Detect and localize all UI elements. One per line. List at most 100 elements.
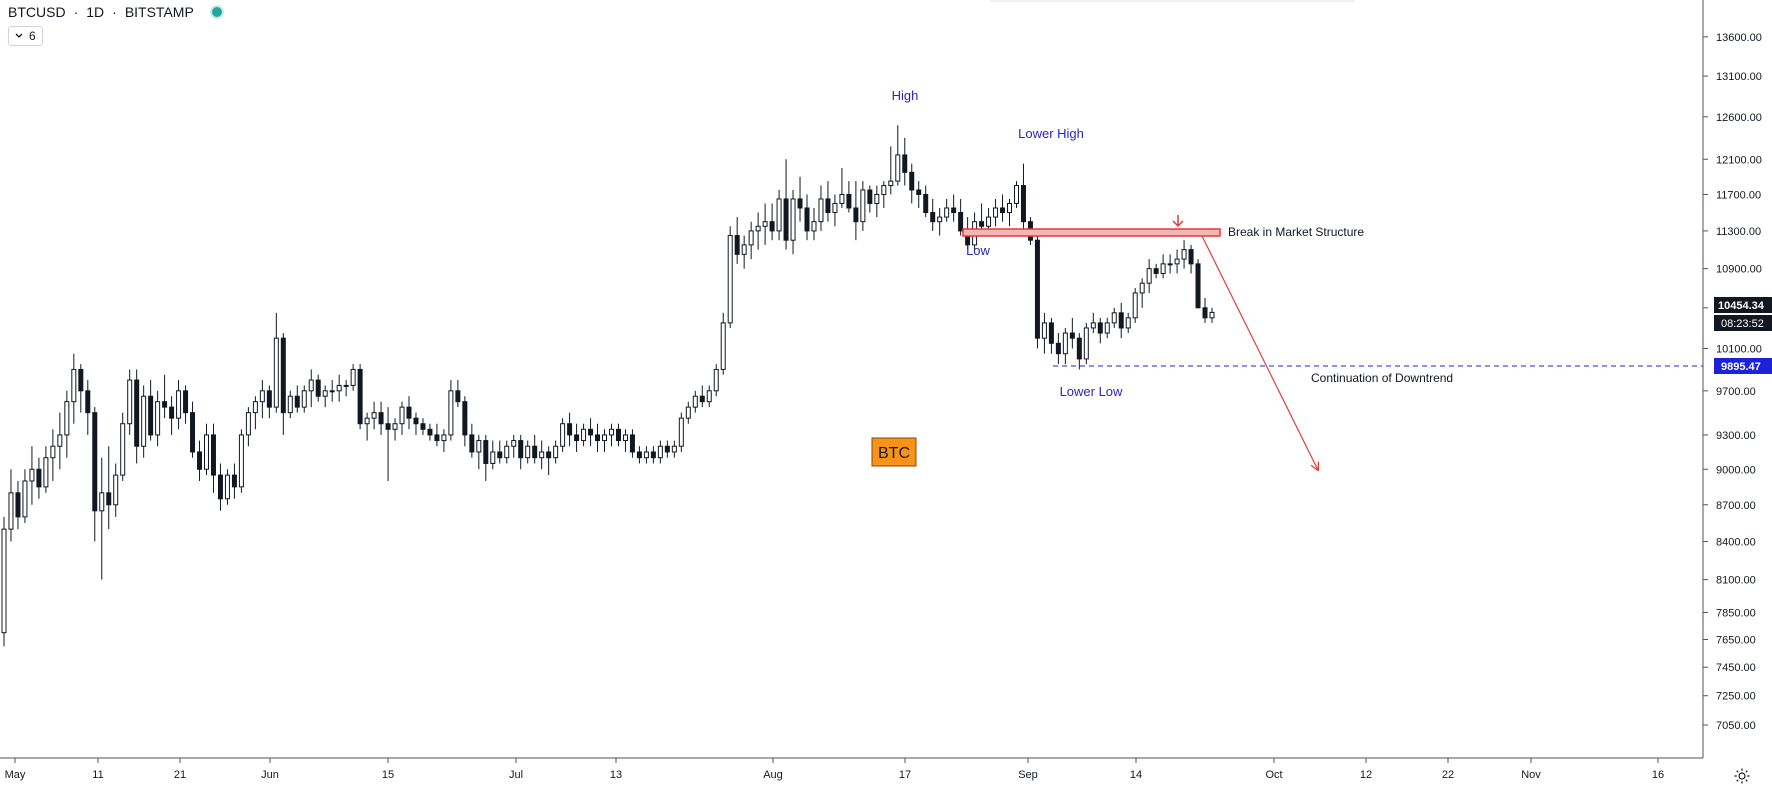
candle-up (581, 428, 587, 442)
candle-up (692, 395, 698, 408)
candle-up (1125, 317, 1131, 329)
candle-up (720, 322, 726, 370)
price-tick-label: 13100.00 (1716, 71, 1762, 83)
projection-arrow[interactable] (1201, 235, 1318, 470)
candle-up (1146, 268, 1152, 284)
candle-down (148, 395, 154, 436)
price-tick-label: 9000.00 (1716, 464, 1756, 476)
candle-down (357, 368, 363, 425)
level-price-value: 9895.47 (1721, 361, 1761, 373)
price-tick-label: 7450.00 (1716, 662, 1756, 674)
time-tick-label: 12 (1360, 769, 1372, 781)
price-tick-label: 9700.00 (1716, 386, 1756, 398)
break-structure-zone[interactable] (962, 228, 1221, 237)
candle-up (1104, 322, 1110, 334)
candle-down (1202, 307, 1208, 319)
last-price-value: 10454.34 (1718, 300, 1765, 312)
candle-up (322, 390, 328, 397)
candle-up (937, 216, 943, 223)
candle-up (245, 412, 251, 436)
candle-up (203, 434, 209, 470)
candle-down (1020, 185, 1026, 223)
candle-down (469, 434, 475, 453)
time-axis[interactable]: May 11 21 Jun 15 Jul 13 Aug 17 Sep 14 Oct 12 22 Nov 16 (5, 758, 1665, 781)
candle-down (923, 193, 929, 214)
candle-down (664, 445, 670, 453)
candle-up (176, 390, 182, 419)
candle-up (127, 379, 133, 425)
candle-down (78, 368, 84, 392)
symbol-name[interactable]: BTCUSD (8, 4, 66, 20)
indicator-count: 6 (29, 29, 36, 43)
low-label: Low (966, 243, 990, 258)
candle-up (371, 412, 377, 419)
candle-down (483, 440, 489, 464)
candle-up (776, 198, 782, 232)
candle-down (266, 390, 272, 408)
candle-up (287, 395, 293, 414)
candle-up (525, 445, 531, 459)
candle-up (308, 379, 314, 392)
top-toolbar-strip (990, 0, 1355, 2)
candle-down (1069, 332, 1075, 339)
candle-up (1083, 327, 1089, 360)
candle-down (853, 207, 859, 223)
market-open-icon (211, 7, 222, 17)
candle-down (183, 390, 189, 414)
candle-down (734, 235, 740, 255)
candle-down (797, 198, 803, 209)
candle-up (448, 390, 454, 436)
candle-down (769, 221, 775, 232)
candle-up (762, 221, 768, 227)
time-tick-label: 11 (92, 769, 103, 781)
candle-up (657, 445, 663, 459)
price-axis[interactable]: 13600.00 13100.00 12600.00 12100.00 11700.00… (1703, 32, 1762, 732)
candle-down (385, 423, 391, 430)
candle-down (699, 395, 705, 403)
candle-up (727, 235, 733, 324)
price-tick-label: 7050.00 (1716, 720, 1756, 732)
time-tick-label: 22 (1442, 769, 1454, 781)
candle-down (280, 337, 286, 414)
candlestick-series (1, 125, 1215, 647)
candle-down (455, 390, 461, 403)
candle-up (1111, 312, 1117, 324)
time-tick-label: May (5, 769, 26, 781)
candle-up (399, 406, 405, 425)
candle-up (57, 434, 63, 447)
indicators-toggle-button[interactable]: 6 (8, 26, 43, 46)
candle-up (8, 492, 14, 530)
candle-up (1041, 322, 1047, 339)
candle-down (434, 434, 440, 442)
candle-up (336, 384, 342, 392)
candle-down (650, 451, 656, 459)
time-tick-label: Jul (509, 769, 523, 781)
candle-down (162, 401, 168, 408)
candle-up (678, 417, 684, 447)
candle-down (958, 212, 964, 232)
candle-down (930, 212, 936, 223)
interval-label[interactable]: 1D (86, 4, 105, 20)
price-tick-label: 7850.00 (1716, 607, 1756, 619)
candle-down (294, 395, 300, 408)
candle-up (685, 406, 691, 419)
candle-down (378, 412, 384, 425)
candle-down (169, 406, 175, 419)
candle-up (944, 207, 950, 218)
header-separator: · (112, 4, 117, 20)
candle-down (231, 474, 237, 488)
candle-up (259, 390, 265, 403)
time-tick-label: Aug (763, 769, 783, 781)
settings-gear-icon[interactable] (1733, 767, 1751, 785)
candle-up (560, 423, 566, 447)
candle-up (1007, 202, 1013, 214)
candle-up (888, 180, 894, 187)
price-tick-label: 8400.00 (1716, 537, 1756, 549)
candle-up (860, 189, 866, 223)
candle-down (588, 428, 594, 436)
candle-down (916, 189, 922, 195)
candle-up (1132, 292, 1138, 319)
candle-up (713, 368, 719, 392)
candle-down (1195, 263, 1201, 309)
